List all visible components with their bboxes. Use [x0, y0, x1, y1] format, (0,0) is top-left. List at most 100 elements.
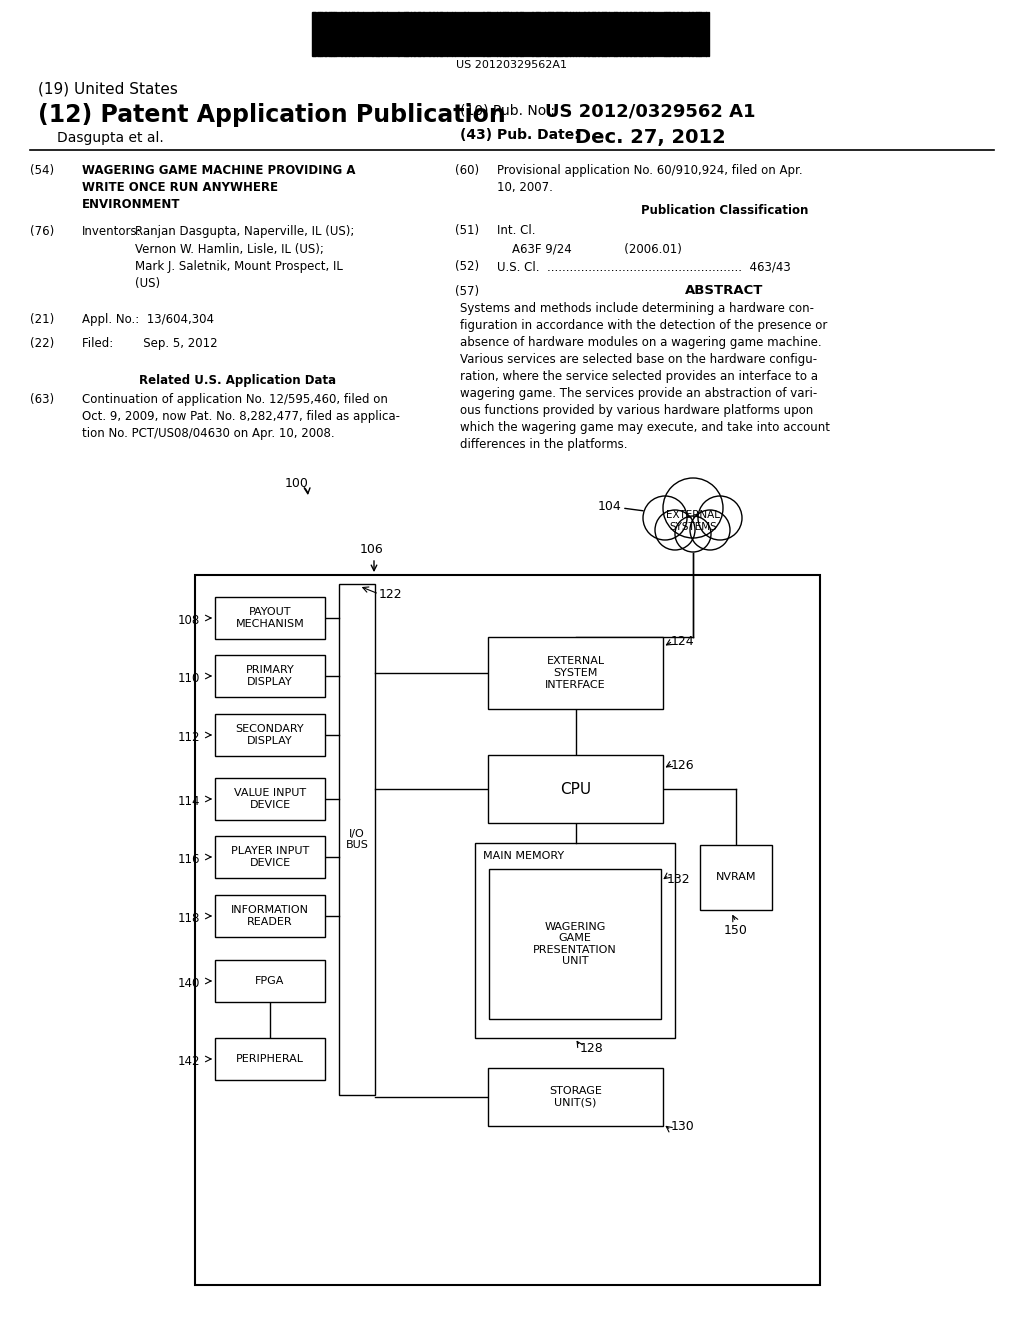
Bar — [488, 1068, 663, 1126]
Text: EXTERNAL
SYSTEM
INTERFACE: EXTERNAL SYSTEM INTERFACE — [545, 656, 606, 689]
Text: Int. Cl.
    A63F 9/24              (2006.01): Int. Cl. A63F 9/24 (2006.01) — [497, 224, 682, 255]
Text: CPU: CPU — [560, 781, 591, 796]
Bar — [560, 12, 563, 55]
Circle shape — [698, 496, 742, 540]
Bar — [482, 12, 485, 55]
Text: FPGA: FPGA — [255, 975, 285, 986]
Bar — [371, 12, 374, 55]
Bar — [215, 960, 325, 1002]
Bar — [614, 12, 616, 55]
Text: PLAYER INPUT
DEVICE: PLAYER INPUT DEVICE — [230, 846, 309, 867]
Text: 106: 106 — [360, 543, 384, 556]
Circle shape — [663, 478, 723, 539]
Bar — [618, 12, 621, 55]
Bar — [638, 12, 641, 55]
Text: WAGERING GAME MACHINE PROVIDING A
WRITE ONCE RUN ANYWHERE
ENVIRONMENT: WAGERING GAME MACHINE PROVIDING A WRITE … — [82, 164, 355, 211]
Text: PAYOUT
MECHANISM: PAYOUT MECHANISM — [236, 607, 304, 628]
Bar — [451, 12, 453, 55]
Text: (21): (21) — [30, 313, 54, 326]
Text: Dasgupta et al.: Dasgupta et al. — [57, 131, 164, 145]
Text: EXTERNAL
SYSTEMS: EXTERNAL SYSTEMS — [666, 511, 720, 532]
Bar — [428, 12, 431, 55]
Bar — [446, 12, 449, 55]
Bar — [319, 12, 323, 55]
Bar — [602, 12, 605, 55]
Text: US 20120329562A1: US 20120329562A1 — [457, 59, 567, 70]
Bar — [629, 12, 631, 55]
Bar — [439, 12, 441, 55]
Bar — [339, 583, 375, 1096]
Text: (12) Patent Application Publication: (12) Patent Application Publication — [38, 103, 506, 127]
Bar — [622, 12, 624, 55]
Bar — [550, 12, 553, 55]
Text: Ranjan Dasgupta, Naperville, IL (US);
Vernon W. Hamlin, Lisle, IL (US);
Mark J. : Ranjan Dasgupta, Naperville, IL (US); Ve… — [135, 224, 354, 290]
Bar — [593, 12, 595, 55]
Text: 118: 118 — [177, 912, 200, 925]
Bar — [328, 12, 331, 55]
Bar — [356, 12, 359, 55]
Bar — [608, 12, 610, 55]
Bar — [488, 12, 490, 55]
Bar — [564, 12, 566, 55]
Text: VALUE INPUT
DEVICE: VALUE INPUT DEVICE — [233, 788, 306, 809]
Bar — [417, 12, 419, 55]
Bar — [531, 12, 534, 55]
Text: SECONDARY
DISPLAY: SECONDARY DISPLAY — [236, 725, 304, 746]
Text: 100: 100 — [285, 477, 309, 490]
Text: (22): (22) — [30, 337, 54, 350]
Bar — [398, 12, 400, 55]
Text: 140: 140 — [177, 977, 200, 990]
Text: PRIMARY
DISPLAY: PRIMARY DISPLAY — [246, 665, 294, 686]
Bar — [676, 12, 679, 55]
Text: 110: 110 — [177, 672, 200, 685]
Bar — [503, 12, 505, 55]
Text: (63): (63) — [30, 393, 54, 407]
Text: 104: 104 — [598, 500, 622, 513]
Text: 126: 126 — [671, 759, 694, 772]
Bar — [215, 655, 325, 697]
Text: (57): (57) — [455, 285, 479, 298]
Text: 128: 128 — [580, 1041, 604, 1055]
Bar — [403, 12, 406, 55]
Text: (52): (52) — [455, 260, 479, 273]
Bar — [505, 12, 508, 55]
Text: 122: 122 — [379, 587, 402, 601]
Bar — [432, 12, 435, 55]
Text: 116: 116 — [177, 853, 200, 866]
Text: INFORMATION
READER: INFORMATION READER — [231, 906, 309, 927]
Text: 108: 108 — [178, 614, 200, 627]
Bar — [488, 638, 663, 709]
Text: Continuation of application No. 12/595,460, filed on
Oct. 9, 2009, now Pat. No. : Continuation of application No. 12/595,4… — [82, 393, 400, 440]
Bar — [700, 845, 772, 909]
Bar — [578, 12, 580, 55]
Text: (43) Pub. Date:: (43) Pub. Date: — [460, 128, 580, 143]
Circle shape — [643, 496, 687, 540]
Bar — [362, 12, 364, 55]
Bar — [340, 12, 343, 55]
Bar — [699, 12, 702, 55]
Bar — [510, 12, 512, 55]
Bar — [515, 12, 518, 55]
Text: (60): (60) — [455, 164, 479, 177]
Text: 142: 142 — [177, 1055, 200, 1068]
Bar — [644, 12, 646, 55]
Text: 150: 150 — [724, 924, 748, 937]
Text: I/O
BUS: I/O BUS — [345, 829, 369, 850]
Bar — [317, 12, 319, 55]
Text: MAIN MEMORY: MAIN MEMORY — [483, 851, 564, 861]
Text: U.S. Cl.  ....................................................  463/43: U.S. Cl. ...............................… — [497, 260, 791, 273]
Text: Systems and methods include determining a hardware con-
figuration in accordance: Systems and methods include determining … — [460, 302, 830, 451]
Text: Dec. 27, 2012: Dec. 27, 2012 — [575, 128, 726, 147]
Bar — [521, 12, 524, 55]
Text: (19) United States: (19) United States — [38, 82, 178, 96]
Text: Inventors:: Inventors: — [82, 224, 141, 238]
Bar — [475, 843, 675, 1038]
Bar — [215, 714, 325, 756]
Bar — [663, 12, 666, 55]
Text: ABSTRACT: ABSTRACT — [685, 284, 764, 297]
Bar — [625, 12, 628, 55]
Bar — [215, 597, 325, 639]
Text: (54): (54) — [30, 164, 54, 177]
Bar — [598, 12, 600, 55]
Bar — [666, 12, 669, 55]
